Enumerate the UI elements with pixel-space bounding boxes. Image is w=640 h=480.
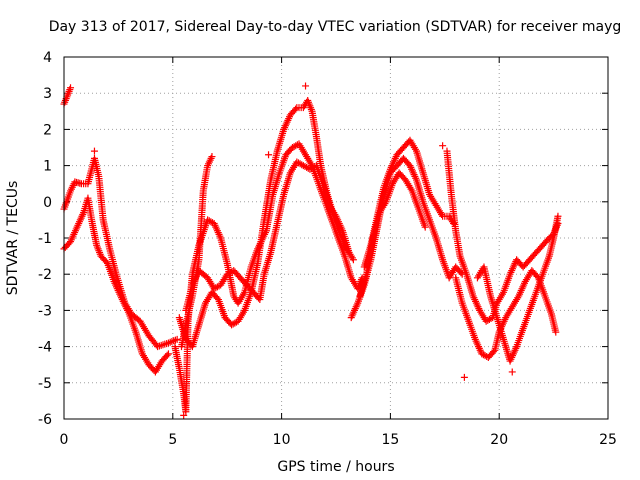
data-point-marker xyxy=(231,319,239,327)
data-point-marker xyxy=(421,223,429,231)
data-point-marker xyxy=(208,153,216,161)
data-point-marker xyxy=(439,142,447,150)
data-point-marker xyxy=(349,256,357,264)
chart-title: Day 313 of 2017, Sidereal Day-to-day VTE… xyxy=(49,19,622,35)
y-tick-label: -6 xyxy=(38,412,52,428)
data-point-marker xyxy=(213,283,221,291)
data-point-marker xyxy=(552,328,560,336)
y-tick-label: -2 xyxy=(38,267,52,283)
x-axis-label: GPS time / hours xyxy=(277,459,394,475)
data-point-marker xyxy=(265,151,273,159)
data-point-marker xyxy=(173,335,181,343)
data-point-marker xyxy=(302,82,310,90)
data-point-marker xyxy=(554,212,562,220)
x-tick-label: 0 xyxy=(60,432,69,448)
data-point-marker xyxy=(67,84,75,92)
x-tick-label: 10 xyxy=(273,432,291,448)
data-point-marker xyxy=(180,411,188,419)
y-tick-label: -4 xyxy=(38,340,52,356)
y-tick-label: -1 xyxy=(38,231,52,247)
data-point-marker xyxy=(163,351,171,359)
data-point-marker xyxy=(485,315,493,323)
data-point-marker xyxy=(292,105,300,113)
data-point-marker xyxy=(157,341,165,349)
data-point-marker xyxy=(460,373,468,381)
y-tick-label: -5 xyxy=(38,376,52,392)
x-tick-label: 15 xyxy=(381,432,399,448)
data-point-marker xyxy=(90,147,98,155)
x-tick-label: 5 xyxy=(168,432,177,448)
x-tick-label: 25 xyxy=(599,432,617,448)
y-tick-label: 2 xyxy=(43,122,52,138)
data-point-marker xyxy=(159,341,167,349)
data-point-marker xyxy=(508,368,516,376)
data-point-marker xyxy=(450,220,458,228)
axis-ticks: 0 5 10 15 20 25 -6 -5 -4 -3 -2 -1 0 1 2 3 4 xyxy=(38,50,617,448)
y-tick-label: 4 xyxy=(43,50,52,66)
data-points xyxy=(60,82,562,419)
y-axis-label: SDTVAR / TECUs xyxy=(5,181,21,296)
data-point-marker xyxy=(164,350,172,358)
y-tick-label: 3 xyxy=(43,86,52,102)
y-tick-label: 1 xyxy=(43,159,52,175)
y-tick-label: -3 xyxy=(38,303,52,319)
plot-frame xyxy=(63,56,609,420)
y-tick-label: 0 xyxy=(43,195,52,211)
x-tick-label: 20 xyxy=(490,432,508,448)
